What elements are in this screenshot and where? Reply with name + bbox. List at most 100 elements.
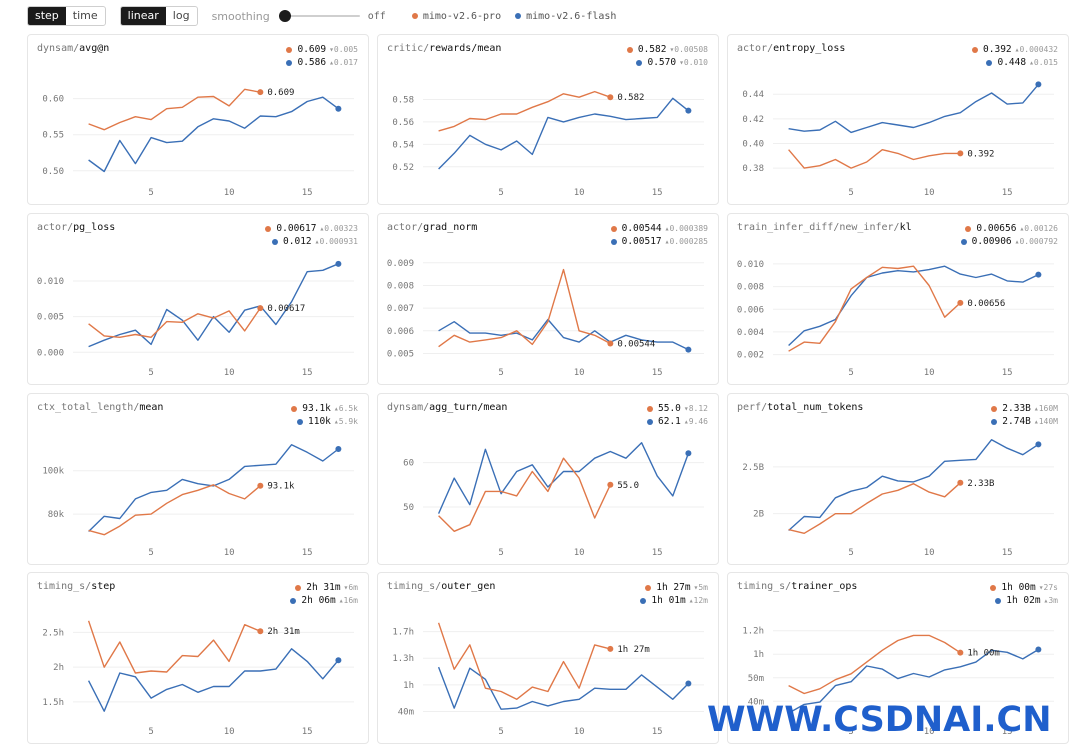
chart-title: timing_s/trainer_ops [737,581,857,592]
chart-title-prefix: actor/ [37,222,74,233]
scale-option-linear[interactable]: linear [120,7,166,25]
chart-plot-area: 0.005 0.006 0.007 0.008 0.009 5 10 15 0.00544 [387,259,704,378]
legend-value: 110k [308,416,331,427]
chart-panel[interactable]: perf/total_num_tokens 2.33B ▴160M 2.74B ▴140… [727,393,1069,565]
x-tick-label: 5 [848,368,853,378]
x-tick-label: 15 [1002,188,1013,198]
smoothing-slider-handle[interactable] [278,10,291,22]
chart-title: actor/pg_loss [37,222,115,233]
chart-panel[interactable]: timing_s/trainer_ops 1h 00m ▾27s 1h 02m ▴3m 4… [727,572,1069,744]
x-tick-label: 15 [652,188,663,198]
x-axis-option-step[interactable]: step [28,7,66,25]
legend-value: 2h 31m [306,582,341,593]
chart-plot-area: 40m 1h 1.3h 1.7h 5 10 15 1h 27m [392,622,704,737]
legend-delta: ▴0.015 [1029,58,1058,67]
series-line-flash [438,97,689,170]
y-tick-label: 0.54 [392,140,414,150]
scale-option-log[interactable]: log [172,9,190,22]
chart-title: train_infer_diff/new_infer/kl [737,222,912,233]
x-tick-label: 5 [498,368,503,378]
y-tick-label: 50m [748,674,764,684]
x-tick-label: 15 [302,188,313,198]
series-end-marker-pro [957,649,964,656]
chart-title-name: grad_norm [423,222,478,233]
chart-legend: 1h 27m ▾5m 1h 01m ▴12m [640,581,708,607]
legend-delta: ▾0.010 [679,58,708,67]
watermark: WWW.CSDNAI.CN [707,700,1052,740]
x-tick-label: 15 [652,727,663,737]
series-color-dot [986,59,993,66]
y-tick-label: 0.010 [37,277,64,287]
y-tick-label: 0.009 [387,259,414,269]
y-tick-label: 100k [42,467,64,477]
end-value-label: 0.609 [267,88,294,98]
legend-item-flash[interactable]: mimo-v2.6-flash [515,11,616,22]
chart-legend-row: 110k ▴5.9k [291,415,358,428]
chart-legend-row: 1h 01m ▴12m [640,594,708,607]
chart-title-name: mean [139,402,164,413]
x-tick-label: 15 [652,368,663,378]
chart-panel[interactable]: timing_s/step 2h 31m ▾6m 2h 06m ▴16m 1.5h 2h 2.… [27,572,369,744]
chart-title: actor/entropy_loss [737,43,845,54]
chart-legend-row: 1h 00m ▾27s [990,581,1058,594]
chart-panel[interactable]: actor/pg_loss 0.00617 ▴0.00323 0.012 ▴0.0009… [27,213,369,385]
series-color-dot [647,405,654,412]
series-line-pro [788,148,961,169]
series-end-marker-flash [1035,646,1042,653]
series-end-marker-flash [1035,271,1042,278]
chart-title-name: trainer_ops [791,581,858,592]
series-line-pro [88,88,261,131]
chart-panel[interactable]: dynsam/agg_turn/mean 55.0 ▾8.12 62.1 ▴9.46 50… [377,393,719,565]
chart-plot-area: 0.000 0.005 0.010 5 10 15 0.00617 [37,260,354,378]
chart-plot-area: 0.52 0.54 0.56 0.58 5 10 15 0.582 [392,90,704,198]
y-tick-label: 40m [398,707,414,717]
chart-panel[interactable]: actor/entropy_loss 0.392 ▴0.000432 0.448 ▴0.… [727,34,1069,205]
series-line-flash [788,439,1039,532]
legend-label-pro: mimo-v2.6-pro [422,10,502,22]
chart-plot-area: 40m 50m 1h 1.2h 5 10 15 1h 00m [742,627,1054,737]
series-line-pro [788,482,961,535]
end-value-label: 2h 31m [267,627,300,637]
series-end-marker-pro [607,340,614,347]
y-tick-label: 0.52 [392,163,414,173]
chart-legend-row: 2.74B ▴140M [991,415,1058,428]
chart-title-prefix: perf/ [737,402,768,413]
chart-legend: 0.00656 ▴0.00126 0.00906 ▴0.000792 [960,222,1058,248]
x-tick-label: 5 [148,548,153,558]
legend-value: 0.570 [647,57,677,68]
chart-panel[interactable]: critic/rewards/mean 0.582 ▾0.00508 0.570 ▾0.… [377,34,719,205]
series-end-marker-flash [685,107,692,114]
y-tick-label: 0.006 [737,305,764,315]
chart-panel[interactable]: ctx_total_length/mean 93.1k ▴6.5k 110k ▴5.9k… [27,393,369,565]
x-tick-label: 15 [302,368,313,378]
y-tick-label: 0.006 [387,327,414,337]
y-tick-label: 2.5h [42,628,64,638]
chart-panel[interactable]: train_infer_diff/new_infer/kl 0.00656 ▴0.0… [727,213,1069,385]
chart-plot-area: 50 60 5 10 15 55.0 [403,442,704,558]
smoothing-value: off [367,10,386,22]
series-color-dot [991,418,998,425]
legend-value: 2.33B [1002,403,1031,414]
series-line-flash [788,265,1039,347]
y-tick-label: 40m [748,697,764,707]
legend-value: 0.582 [637,44,667,55]
x-tick-label: 15 [1002,727,1013,737]
y-tick-label: 60 [403,459,414,469]
x-tick-label: 5 [848,188,853,198]
chart-panel[interactable]: actor/grad_norm 0.00544 ▴0.000389 0.00517 ▴0… [377,213,719,385]
legend-item-pro[interactable]: mimo-v2.6-pro [411,10,502,22]
legend-delta: ▾0.00508 [669,45,708,54]
smoothing-slider[interactable] [278,10,360,22]
series-end-marker-pro [957,299,964,306]
chart-legend-row: 2.33B ▴160M [991,402,1058,415]
y-tick-label: 1h [403,681,414,691]
series-color-dot [291,405,298,412]
x-tick-label: 5 [848,727,853,737]
series-color-dot [995,597,1002,604]
chart-panel[interactable]: dynsam/avg@n 0.609 ▾0.005 0.586 ▴0.017 0.50 0.… [27,34,369,205]
series-color-dot [610,225,617,232]
x-tick-label: 10 [224,548,235,558]
x-axis-option-time[interactable]: time [72,9,98,22]
chart-panel[interactable]: timing_s/outer_gen 1h 27m ▾5m 1h 01m ▴12m 40m… [377,572,719,744]
chart-plot-area: 0.002 0.004 0.006 0.008 0.010 5 10 15 0.00656 [737,260,1054,378]
